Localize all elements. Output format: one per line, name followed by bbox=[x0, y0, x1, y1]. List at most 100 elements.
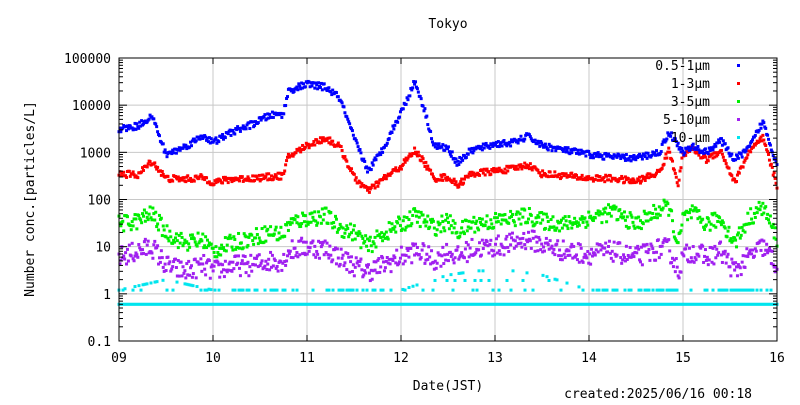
point bbox=[285, 223, 289, 227]
point bbox=[334, 217, 338, 221]
point bbox=[735, 173, 739, 177]
legend-label: 0.5-1μm bbox=[655, 59, 710, 74]
point bbox=[287, 220, 291, 224]
point bbox=[524, 166, 528, 170]
point bbox=[423, 261, 427, 265]
point bbox=[390, 222, 394, 226]
point bbox=[519, 134, 523, 138]
point bbox=[505, 302, 509, 306]
point bbox=[425, 167, 429, 171]
point bbox=[417, 154, 421, 158]
point bbox=[166, 255, 170, 259]
point bbox=[673, 237, 677, 241]
point bbox=[158, 169, 162, 173]
point bbox=[484, 141, 488, 145]
point bbox=[191, 284, 195, 288]
point bbox=[459, 180, 463, 184]
point bbox=[458, 234, 462, 238]
point bbox=[658, 244, 662, 248]
point bbox=[727, 302, 731, 306]
point bbox=[471, 302, 475, 306]
point bbox=[624, 244, 628, 248]
point bbox=[668, 132, 672, 136]
point bbox=[199, 257, 203, 261]
point bbox=[658, 213, 662, 217]
point bbox=[340, 235, 344, 239]
point bbox=[715, 247, 719, 251]
point bbox=[327, 302, 331, 306]
point bbox=[551, 302, 555, 306]
point bbox=[451, 288, 455, 292]
point bbox=[583, 176, 587, 180]
point bbox=[757, 200, 761, 204]
point bbox=[350, 255, 354, 259]
point bbox=[479, 222, 483, 226]
point bbox=[411, 213, 415, 217]
point bbox=[511, 269, 515, 273]
point bbox=[661, 288, 665, 292]
x-tick-label: 14 bbox=[581, 351, 597, 366]
point bbox=[525, 302, 529, 306]
point bbox=[273, 288, 277, 292]
point bbox=[598, 243, 602, 247]
point bbox=[140, 170, 144, 174]
point bbox=[667, 302, 671, 306]
point bbox=[279, 260, 283, 264]
point bbox=[459, 160, 463, 164]
point bbox=[301, 302, 305, 306]
point bbox=[141, 302, 145, 306]
point bbox=[181, 265, 185, 269]
point bbox=[305, 220, 309, 224]
point bbox=[310, 211, 314, 215]
point bbox=[550, 149, 554, 153]
point bbox=[186, 174, 190, 178]
point bbox=[493, 253, 497, 257]
point bbox=[509, 209, 513, 213]
point bbox=[371, 302, 375, 306]
point bbox=[143, 302, 147, 306]
point bbox=[256, 121, 260, 125]
point bbox=[557, 221, 561, 225]
point bbox=[450, 252, 454, 256]
point bbox=[557, 254, 561, 258]
point bbox=[735, 288, 739, 292]
point bbox=[711, 246, 715, 250]
point bbox=[331, 302, 335, 306]
point bbox=[331, 139, 335, 143]
point bbox=[139, 302, 143, 306]
point bbox=[247, 288, 251, 292]
point bbox=[531, 236, 535, 240]
point bbox=[257, 236, 261, 240]
point bbox=[381, 288, 385, 292]
point bbox=[451, 179, 455, 183]
point bbox=[372, 260, 376, 264]
point bbox=[347, 235, 351, 239]
point bbox=[674, 257, 678, 261]
point bbox=[513, 224, 517, 228]
point bbox=[219, 253, 223, 257]
point bbox=[655, 212, 659, 216]
point bbox=[139, 124, 143, 128]
point bbox=[128, 224, 132, 228]
point bbox=[594, 248, 598, 252]
point bbox=[591, 179, 595, 183]
point bbox=[266, 112, 270, 116]
point bbox=[354, 176, 358, 180]
point bbox=[155, 167, 159, 171]
point bbox=[655, 171, 659, 175]
point bbox=[401, 302, 405, 306]
point bbox=[163, 262, 167, 266]
point bbox=[523, 208, 527, 212]
point bbox=[530, 168, 534, 172]
point bbox=[203, 134, 207, 138]
point bbox=[430, 172, 434, 176]
point bbox=[444, 258, 448, 262]
point bbox=[274, 225, 278, 229]
point bbox=[429, 168, 433, 172]
point bbox=[334, 262, 338, 266]
point bbox=[768, 249, 772, 253]
point bbox=[707, 258, 711, 262]
point bbox=[683, 302, 687, 306]
point bbox=[659, 150, 663, 154]
point bbox=[519, 241, 523, 245]
